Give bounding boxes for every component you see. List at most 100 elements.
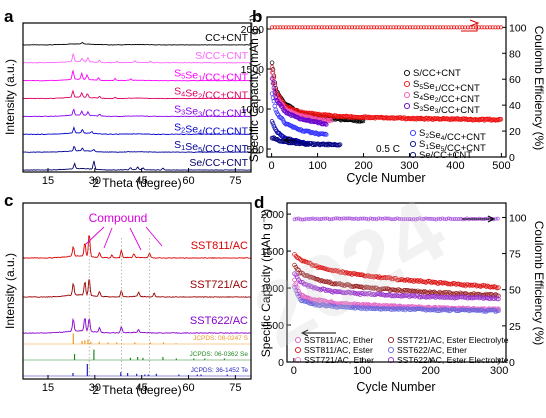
- d-efficiency-point: [296, 216, 301, 221]
- d-y2tick-label: 75: [509, 249, 521, 261]
- d-capacity-point: [415, 288, 420, 294]
- c-ref-label-1: JCPDS: 06-0362 Se: [189, 351, 248, 358]
- a-trace-5: [23, 126, 251, 136]
- d-capacity-point: [452, 307, 457, 312]
- b-efficiency-point: [338, 25, 343, 30]
- a-legend-label-6: S1Se5/CC+CNT: [174, 139, 248, 155]
- d-legend-marker-5: [387, 356, 395, 364]
- b-capacity-point: [273, 107, 278, 113]
- d-efficiency-point: [422, 217, 426, 221]
- b-efficiency-point: [383, 25, 388, 30]
- d-capacity-point: [479, 307, 485, 313]
- b-capacity-point: [279, 104, 285, 110]
- d-efficiency-point: [383, 216, 387, 221]
- d-efficiency-point: [333, 216, 338, 221]
- d-capacity-point: [483, 309, 489, 314]
- d-capacity-point: [403, 288, 408, 293]
- d-capacity-point: [472, 282, 478, 288]
- b-capacity-point: [336, 142, 342, 148]
- d-capacity-point: [362, 306, 367, 311]
- b-capacity-point: [269, 91, 275, 96]
- b-efficiency-point: [303, 25, 308, 30]
- d-efficiency-point: [442, 217, 447, 221]
- b-legend-label-1: S5Se1/CC+CNT: [413, 79, 480, 94]
- d-efficiency-point: [456, 217, 461, 221]
- b-efficiency-point: [286, 25, 291, 30]
- d-capacity-point: [408, 293, 414, 299]
- b-legend-label-5: S1Se5/CC+CNT: [419, 139, 486, 154]
- b-legend-marker-3: [403, 102, 411, 110]
- d-capacity-point: [336, 289, 341, 294]
- d-efficiency-point: [346, 216, 350, 221]
- c-compound-arrows: [85, 226, 163, 251]
- d-ytick-label: 2000: [261, 209, 285, 221]
- d-capacity-point: [455, 308, 460, 313]
- b-efficiency-point: [432, 25, 437, 30]
- c-xtick-label: 15: [42, 382, 54, 394]
- b-xtick-label: 500: [492, 160, 510, 172]
- b-capacity-point: [270, 67, 276, 72]
- b-efficiency-point: [292, 25, 297, 30]
- d-efficiency-point: [434, 217, 439, 222]
- panel-letter-b: b: [252, 7, 262, 26]
- c-legend-label-0: SST811/AC: [191, 240, 248, 252]
- c-legend-label-2: SST622/AC: [190, 315, 248, 327]
- b-capacity-point: [271, 123, 277, 129]
- d-legend-marker-0: [294, 336, 302, 344]
- d-efficiency-point: [411, 217, 416, 221]
- b-capacity-point: [337, 142, 343, 147]
- d-capacity-point: [305, 260, 311, 266]
- b-efficiency-point: [399, 25, 404, 30]
- d-efficiency-point: [385, 216, 389, 221]
- b-efficiency-point: [366, 25, 371, 30]
- b-efficiency-point: [407, 25, 412, 30]
- d-capacity-point: [388, 275, 393, 281]
- b-efficiency-point: [388, 25, 393, 30]
- d-capacity-point: [366, 291, 371, 296]
- b-capacity-point: [280, 117, 286, 123]
- b-efficiency-point: [457, 25, 462, 30]
- d-capacity-point: [407, 294, 412, 300]
- d-capacity-point: [404, 306, 410, 311]
- a-xtick-label: 75: [229, 175, 241, 187]
- b-efficiency-point: [446, 25, 451, 30]
- b-y2label: Coulomb Efficiency (%): [532, 26, 546, 151]
- d-efficiency-point: [370, 216, 375, 221]
- b-capacity-point: [498, 117, 504, 122]
- b-y2tick-label: 40: [509, 100, 521, 112]
- d-efficiency-point: [337, 216, 342, 221]
- b-capacity-point: [272, 103, 278, 109]
- d-efficiency-point: [448, 216, 453, 221]
- b-efficiency-point: [402, 25, 407, 30]
- b-efficiency-point: [314, 25, 319, 30]
- b-efficiency-point: [482, 25, 487, 30]
- a-xtick-label: 60: [182, 175, 194, 187]
- b-efficiency-point: [413, 25, 418, 30]
- panel-letter-c: c: [4, 191, 13, 210]
- a-frame: [22, 22, 252, 173]
- d-efficiency-point: [495, 216, 500, 221]
- a-legend-label-3: S4Se2/CC+CNT: [174, 86, 248, 102]
- d-efficiency-point: [364, 216, 369, 221]
- d-capacity-point: [331, 288, 337, 294]
- d-efficiency-point: [358, 216, 363, 221]
- b-efficiency-point: [369, 25, 374, 30]
- b-efficiency-point: [363, 25, 368, 30]
- d-ytick-label: 500: [266, 320, 284, 332]
- b-efficiency-arrow: [461, 19, 480, 32]
- d-legend-label-5: SST622/AC, Ester Electrolyte: [397, 355, 509, 365]
- d-efficiency-point: [387, 216, 391, 221]
- b-efficiency-point: [435, 25, 440, 30]
- b-legend-label-0: S/CC+CNT: [413, 68, 461, 79]
- d-efficiency-point: [307, 217, 311, 221]
- d-efficiency-point: [298, 217, 303, 222]
- b-efficiency-point: [421, 25, 426, 30]
- b-efficiency-point: [474, 25, 479, 30]
- d-capacity-point: [385, 275, 390, 280]
- d-efficiency-point: [438, 217, 443, 221]
- b-efficiency-point: [454, 25, 459, 30]
- b-ytick-label: 500: [246, 144, 264, 156]
- b-efficiency-point: [275, 25, 280, 30]
- d-efficiency-point: [331, 216, 336, 221]
- b-legend-label-2: S4Se2/CC+CNT: [413, 90, 480, 105]
